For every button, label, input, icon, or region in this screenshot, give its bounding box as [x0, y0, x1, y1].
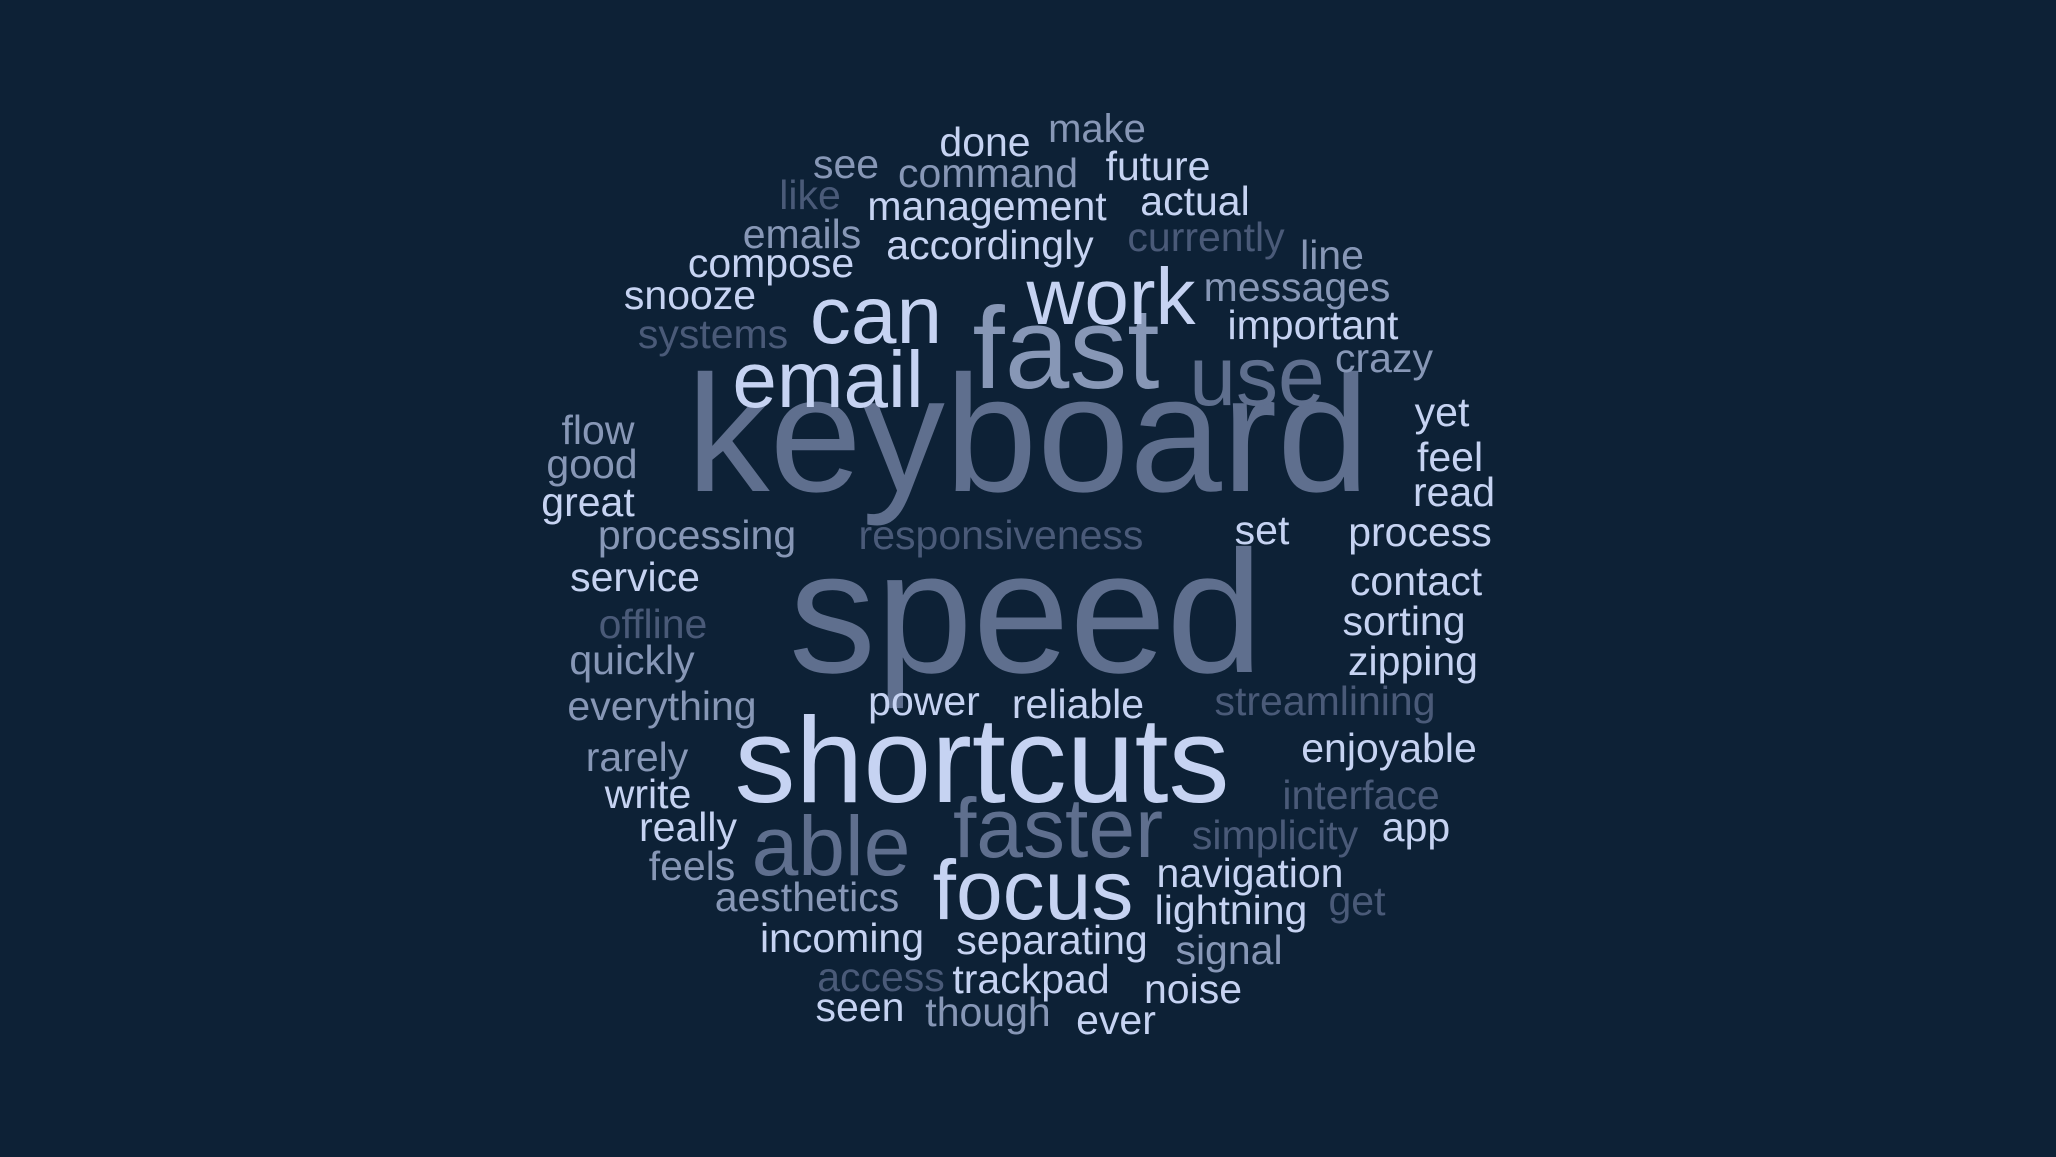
- word-future: future: [1105, 143, 1211, 189]
- word-though: though: [925, 989, 1051, 1035]
- word-snooze: snooze: [623, 272, 757, 318]
- word-quickly: quickly: [569, 637, 695, 683]
- word-power: power: [868, 678, 980, 724]
- word-lightning: lightning: [1154, 887, 1308, 933]
- word-separating: separating: [956, 917, 1148, 963]
- word-set: set: [1234, 507, 1290, 553]
- word-get: get: [1328, 878, 1386, 924]
- word-work: work: [1026, 252, 1196, 341]
- word-sorting: sorting: [1342, 598, 1466, 644]
- word-emails: emails: [742, 211, 862, 257]
- word-can: can: [809, 270, 943, 361]
- word-write: write: [604, 771, 692, 817]
- word-aesthetics: aesthetics: [714, 874, 900, 920]
- word-service: service: [570, 554, 700, 600]
- word-noise: noise: [1143, 966, 1243, 1012]
- word-flow: flow: [561, 407, 635, 453]
- word-speed: speed: [788, 514, 1264, 709]
- word-accordingly: accordingly: [886, 222, 1094, 268]
- word-good: good: [546, 441, 638, 487]
- word-management: management: [867, 183, 1107, 229]
- word-yet: yet: [1414, 389, 1470, 435]
- word-read: read: [1412, 469, 1496, 515]
- word-done: done: [939, 119, 1031, 165]
- word-important: important: [1227, 302, 1399, 348]
- word-trackpad: trackpad: [952, 956, 1110, 1002]
- word-process: process: [1348, 509, 1492, 555]
- word-zipping: zipping: [1348, 638, 1478, 684]
- word-make: make: [1048, 107, 1146, 151]
- word-app: app: [1381, 804, 1451, 850]
- word-messages: messages: [1203, 264, 1391, 310]
- word-contact: contact: [1349, 558, 1483, 604]
- word-like: like: [779, 172, 841, 218]
- word-offline: offline: [598, 601, 708, 647]
- word-currently: currently: [1127, 214, 1285, 260]
- word-enjoyable: enjoyable: [1301, 725, 1477, 771]
- word-fast: fast: [972, 283, 1160, 413]
- word-access: access: [817, 954, 945, 1000]
- word-faster: faster: [952, 781, 1164, 875]
- word-signal: signal: [1175, 927, 1283, 973]
- word-incoming: incoming: [759, 915, 925, 961]
- word-line: line: [1300, 232, 1364, 278]
- word-interface: interface: [1282, 772, 1440, 818]
- word-systems: systems: [637, 311, 789, 357]
- word-keyboard: keyboard: [686, 342, 1370, 527]
- word-responsiveness: responsiveness: [858, 512, 1144, 558]
- word-shortcuts: shortcuts: [734, 692, 1230, 828]
- word-navigation: navigation: [1156, 850, 1344, 896]
- word-really: really: [639, 804, 737, 850]
- word-compose: compose: [687, 240, 855, 286]
- word-rarely: rarely: [585, 734, 689, 780]
- word-feel: feel: [1416, 434, 1484, 480]
- word-simplicity: simplicity: [1191, 812, 1359, 858]
- word-crazy: crazy: [1335, 335, 1433, 381]
- word-streamlining: streamlining: [1214, 678, 1436, 724]
- word-focus: focus: [932, 843, 1134, 937]
- word-seen: seen: [815, 984, 905, 1030]
- word-able: able: [751, 799, 911, 893]
- word-great: great: [541, 479, 635, 525]
- word-command: command: [897, 150, 1079, 196]
- word-reliable: reliable: [1011, 681, 1145, 727]
- word-ever: ever: [1076, 997, 1156, 1043]
- word-feels: feels: [648, 843, 736, 889]
- word-processing: processing: [597, 512, 797, 558]
- word-email: email: [732, 335, 924, 424]
- word-actual: actual: [1140, 178, 1250, 224]
- word-use: use: [1189, 329, 1325, 423]
- word-see: see: [812, 141, 880, 187]
- word-everything: everything: [567, 683, 757, 729]
